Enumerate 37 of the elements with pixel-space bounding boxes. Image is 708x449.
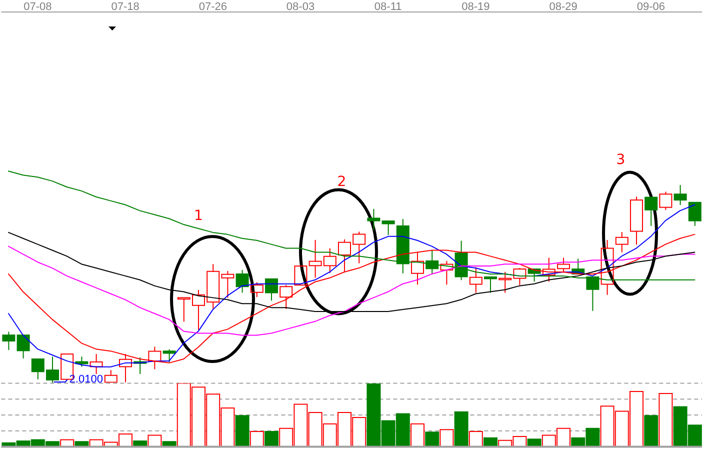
candlestick <box>90 354 103 374</box>
candlestick <box>411 252 424 286</box>
candlestick <box>484 276 497 294</box>
candlestick <box>2 331 16 351</box>
candlestick <box>162 348 176 363</box>
candlestick <box>367 208 380 231</box>
annotation: 2 <box>337 174 346 190</box>
text: 3 <box>616 152 626 168</box>
candlestick <box>236 270 249 294</box>
x-tick-label: 07-18 <box>111 1 140 13</box>
x-tick-label: 07-08 <box>24 1 52 13</box>
x-tick-label: 09-06 <box>636 1 665 13</box>
candlestick <box>294 266 308 286</box>
candlestick <box>382 220 395 236</box>
bar <box>644 415 658 447</box>
candlestick <box>600 239 614 296</box>
x-tick-label: 08-29 <box>549 1 578 13</box>
candlestick <box>104 370 118 383</box>
bar <box>264 430 278 447</box>
x-tick-label: 08-11 <box>374 1 402 13</box>
candlestick <box>265 278 278 302</box>
candlestick <box>674 184 687 206</box>
x-tick-label: 08-19 <box>462 1 490 13</box>
candlestick <box>16 334 30 359</box>
candlestick <box>440 260 454 286</box>
x-tick-label: 07-26 <box>198 1 227 13</box>
bar <box>454 411 468 447</box>
candlestick <box>688 202 702 226</box>
candlestick <box>644 196 658 226</box>
candlestick <box>75 356 88 368</box>
candlestick <box>630 196 643 246</box>
annotation: 1 <box>194 208 203 224</box>
annotation: 2.0100 <box>69 374 103 386</box>
x-tick-label: 08-03 <box>286 1 315 13</box>
candlestick <box>469 266 482 294</box>
bar <box>235 415 250 447</box>
bar <box>425 432 440 447</box>
